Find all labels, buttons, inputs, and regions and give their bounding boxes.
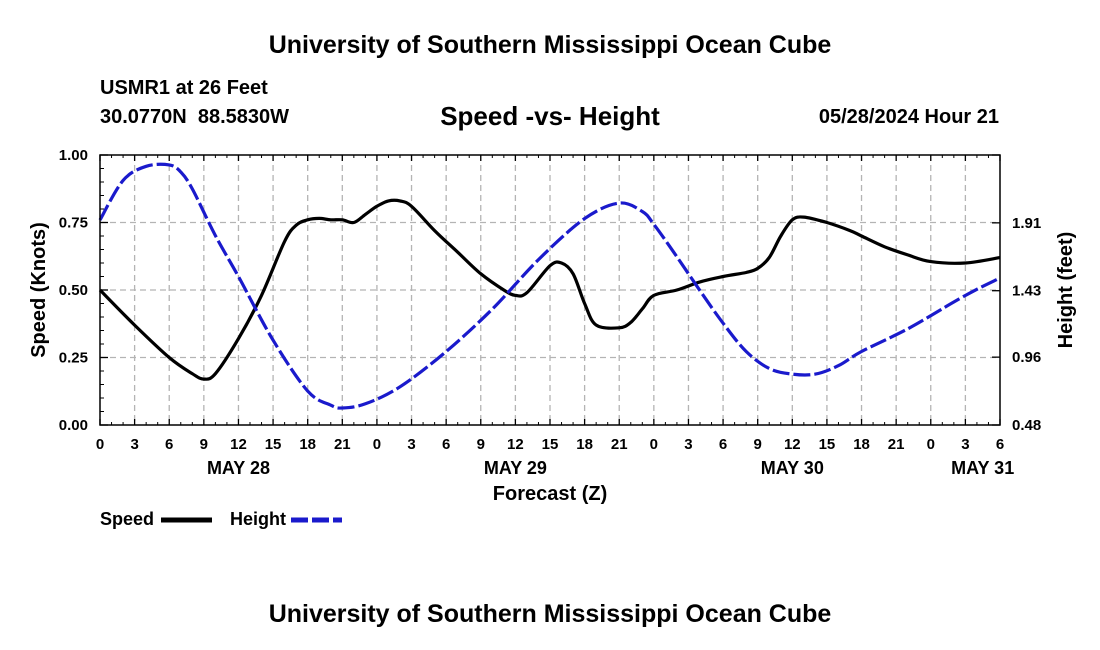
- x-tick-label: 12: [507, 436, 524, 453]
- x-tick-label: 0: [650, 436, 658, 453]
- x-tick-label: 18: [576, 436, 593, 453]
- y-tick-label: 1.00: [59, 147, 88, 164]
- labels: Speed (Knots) Height (feet) Forecast (Z)…: [28, 147, 1077, 505]
- legend: Speed Height: [100, 509, 342, 529]
- forecast-datetime: 05/28/2024 Hour 21: [818, 106, 999, 128]
- chart-subtitle: Speed -vs- Height: [440, 101, 660, 131]
- x-tick-label: 21: [888, 436, 905, 453]
- y-axis-label: Speed (Knots): [28, 222, 50, 358]
- x-axis-label: Forecast (Z): [493, 483, 607, 505]
- x-tick-label: 9: [200, 436, 208, 453]
- x-tick-label: 0: [373, 436, 381, 453]
- x-tick-label: 6: [165, 436, 173, 453]
- x-tick-label: 6: [996, 436, 1004, 453]
- x-tick-label: 21: [334, 436, 351, 453]
- x-tick-label: 15: [542, 436, 559, 453]
- station-label: USMR1 at 26 Feet: [100, 77, 268, 99]
- date-label: MAY 31: [951, 458, 1014, 478]
- x-tick-label: 3: [407, 436, 415, 453]
- chart-title: University of Southern Mississippi Ocean…: [268, 31, 832, 59]
- y2-axis-label: Height (feet): [1055, 232, 1077, 349]
- y-tick-label: 0.50: [59, 282, 88, 299]
- series-layer: [98, 162, 1001, 410]
- x-tick-label: 18: [299, 436, 316, 453]
- x-tick-label: 9: [754, 436, 762, 453]
- y-tick-label: 0.25: [59, 350, 88, 367]
- axes: [99, 154, 1001, 426]
- x-tick-label: 15: [819, 436, 836, 453]
- y-tick-label: 0.75: [59, 215, 88, 232]
- series-line-height: [98, 162, 1001, 410]
- x-tick-label: 15: [265, 436, 282, 453]
- x-tick-label: 3: [684, 436, 692, 453]
- x-tick-label: 18: [853, 436, 870, 453]
- legend-label-height: Height: [230, 509, 286, 529]
- y2-tick-label: 0.48: [1012, 417, 1041, 434]
- footer-title: University of Southern Mississippi Ocean…: [268, 600, 832, 628]
- x-tick-label: 6: [719, 436, 727, 453]
- x-tick-label: 0: [96, 436, 104, 453]
- legend-label-speed: Speed: [100, 509, 154, 529]
- x-tick-label: 21: [611, 436, 628, 453]
- date-label: MAY 29: [484, 458, 547, 478]
- x-tick-label: 9: [477, 436, 485, 453]
- x-tick-label: 12: [784, 436, 801, 453]
- x-tick-label: 0: [927, 436, 935, 453]
- y2-tick-label: 1.91: [1012, 215, 1041, 232]
- date-label: MAY 28: [207, 458, 270, 478]
- x-tick-label: 3: [130, 436, 138, 453]
- x-tick-label: 3: [961, 436, 969, 453]
- series-line-speed: [98, 198, 1001, 381]
- x-tick-label: 6: [442, 436, 450, 453]
- station-coordinates: 30.0770N 88.5830W: [100, 106, 290, 128]
- date-label: MAY 30: [761, 458, 824, 478]
- grid: [100, 155, 1000, 425]
- y-tick-label: 0.00: [59, 417, 88, 434]
- x-tick-label: 12: [230, 436, 247, 453]
- y2-tick-label: 1.43: [1012, 283, 1041, 300]
- y2-tick-label: 0.96: [1012, 349, 1041, 366]
